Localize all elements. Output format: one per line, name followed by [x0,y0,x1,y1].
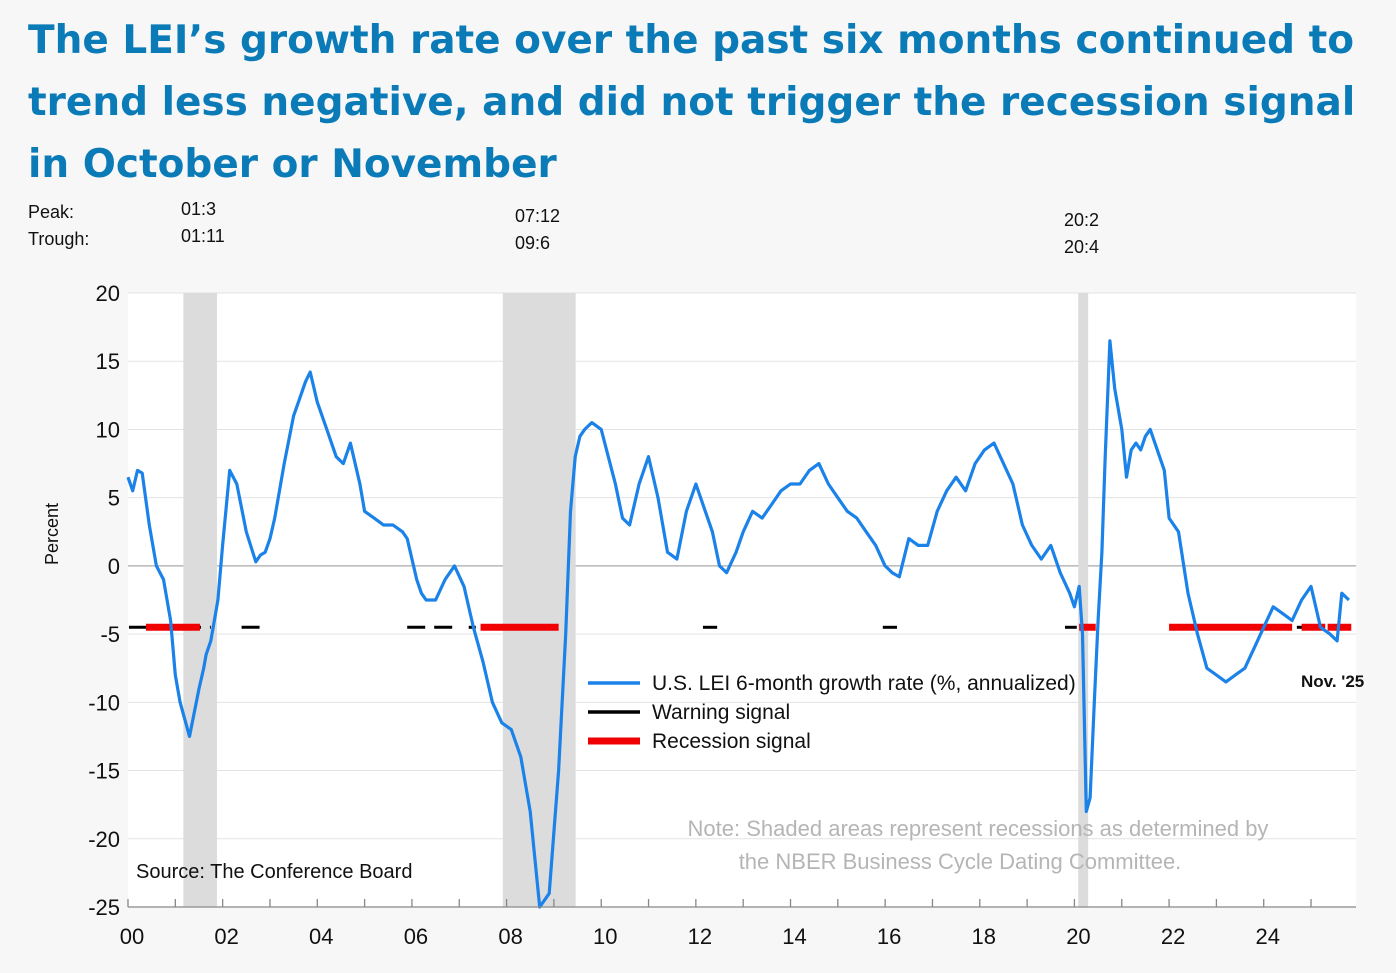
peak-date-2001: 01:3 [181,199,217,219]
lei-growth-line [126,339,1351,909]
recession-band [1078,293,1089,907]
note-line-1: Note: Shaded areas represent recessions … [688,816,1269,841]
y-tick-label: 10 [96,417,120,442]
x-tick-label: 12 [688,924,712,949]
note-line-2: the NBER Business Cycle Dating Committee… [739,849,1182,874]
x-tick-label: 02 [214,924,238,949]
recession-shading [183,293,1089,907]
legend-label-lei: U.S. LEI 6-month growth rate (%, annuali… [652,672,1076,695]
y-tick-label: -20 [88,827,120,852]
peak-label: Peak: [28,202,75,222]
peak-date-2020: 20:2 [1064,210,1100,230]
legend-label-warning: Warning signal [652,701,790,724]
y-tick-label: 20 [96,281,120,306]
legend: U.S. LEI 6-month growth rate (%, annuali… [588,672,1076,753]
y-tick-label: -5 [100,622,120,647]
gridlines [128,292,1356,840]
y-tick-label: -10 [88,690,120,715]
x-tick-label: 10 [593,924,617,949]
x-tick-label: 14 [782,924,806,949]
x-tick-label: 04 [309,924,333,949]
x-tick-label: 22 [1161,924,1185,949]
x-tick-label: 16 [877,924,901,949]
peak-date-2007: 07:12 [515,206,561,226]
trough-date-2020: 20:4 [1064,237,1100,257]
y-tick-label: 5 [108,486,120,511]
plot-area [128,293,1356,907]
axes [127,899,1356,908]
y-tick-label: 0 [108,554,120,579]
trough-date-2009: 09:6 [515,233,551,253]
y-tick-label: -15 [88,759,120,784]
y-tick-label: 15 [96,349,120,374]
trough-date-2001: 01:11 [181,226,225,246]
x-tick-label: 08 [498,924,522,949]
end-label: Nov. '25 [1301,672,1364,691]
x-tick-label: 20 [1066,924,1090,949]
x-tick-label: 24 [1255,924,1279,949]
recession-band [502,293,576,907]
source-text: Source: The Conference Board [136,861,412,883]
recession-band [183,293,217,907]
chart-title: The LEI’s growth rate over the past six … [28,18,1356,187]
x-tick-label: 00 [120,924,144,949]
y-tick-label: -25 [88,895,120,920]
y-axis-title: Percent [42,503,62,565]
x-tick-label: 06 [404,924,428,949]
trough-label: Trough: [28,229,90,249]
x-tick-label: 18 [972,924,996,949]
legend-label-recession: Recession signal [652,730,811,753]
